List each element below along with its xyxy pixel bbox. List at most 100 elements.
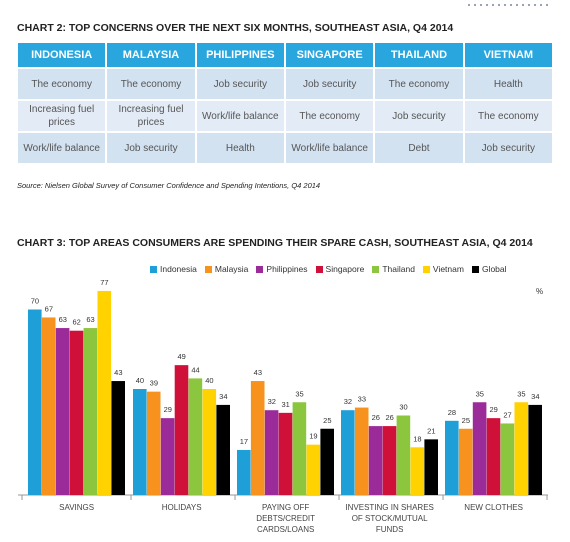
legend-label: Thailand — [382, 264, 415, 274]
bar — [41, 317, 56, 495]
bar — [83, 328, 98, 495]
data-label: 29 — [489, 405, 497, 414]
category-label: PAYING OFF DEBTS/CREDIT CARDS/LOANS — [256, 503, 315, 534]
data-label: 21 — [427, 426, 435, 435]
bar — [486, 418, 501, 495]
data-label: 30 — [399, 403, 407, 412]
data-label: 35 — [476, 389, 484, 398]
data-label: 31 — [281, 400, 289, 409]
legend-item: Indonesia — [150, 264, 197, 274]
data-label: 63 — [59, 315, 67, 324]
data-label: 77 — [100, 278, 108, 287]
header-cell: VIETNAM — [462, 41, 555, 69]
data-label: 40 — [136, 376, 144, 385]
legend-label: Indonesia — [160, 264, 197, 274]
concerns-table: INDONESIA MALAYSIA PHILIPPINES SINGAPORE THA… — [15, 41, 555, 165]
bar — [174, 365, 189, 495]
table-cell: Health — [462, 67, 555, 101]
bar — [278, 412, 293, 495]
table-cell: Job security — [194, 67, 286, 101]
data-label: 40 — [205, 376, 213, 385]
bar — [146, 391, 161, 495]
bar — [424, 439, 438, 495]
legend-swatch — [471, 266, 479, 274]
data-label: 29 — [164, 405, 172, 414]
legend-item: Thailand — [372, 264, 415, 274]
data-label: 34 — [531, 392, 539, 401]
data-label: 49 — [177, 352, 185, 361]
bar — [528, 404, 542, 495]
table-title: CHART 2: TOP CONCERNS OVER THE NEXT SIX … — [17, 22, 454, 34]
table-cell: The economy — [283, 99, 376, 133]
unit-label: % — [536, 287, 544, 296]
table-cell: Health — [194, 131, 286, 165]
category-label: HOLIDAYS — [161, 503, 202, 512]
bar — [292, 402, 307, 495]
bar — [69, 330, 84, 495]
legend-swatch — [256, 266, 264, 274]
table-cell: The economy — [105, 67, 197, 101]
data-label: 26 — [372, 413, 380, 422]
header-row: INDONESIA MALAYSIA PHILIPPINES SINGAPORE THA… — [15, 41, 555, 69]
legend-item: Philippines — [256, 264, 308, 274]
data-label: 25 — [462, 416, 470, 425]
data-label: 25 — [323, 416, 331, 425]
data-label: 18 — [413, 434, 421, 443]
bar — [216, 404, 230, 495]
bar — [306, 444, 321, 495]
table-row: Increasing fuel prices Increasing fuel pr… — [15, 99, 555, 133]
bar — [396, 415, 411, 495]
bar — [320, 428, 334, 495]
table-row: The economy The economy Job security Job se… — [15, 67, 555, 101]
table-cell: Job security — [283, 67, 376, 101]
legend-swatch — [422, 266, 430, 274]
table-cell: The economy — [373, 67, 465, 101]
table-cell: Increasing fuel prices — [15, 99, 108, 133]
legend-item: Global — [471, 264, 507, 274]
table-cell: Increasing fuel prices — [105, 99, 197, 133]
bar — [500, 423, 515, 495]
bar — [472, 402, 487, 495]
data-label: 19 — [309, 432, 317, 441]
data-label: 35 — [517, 389, 525, 398]
legend-label: Singapore — [325, 264, 365, 274]
legend-swatch — [204, 266, 212, 274]
data-label: 28 — [448, 408, 456, 417]
bar — [202, 389, 217, 495]
legend-item: Singapore — [315, 264, 365, 274]
data-label: 34 — [219, 392, 227, 401]
table-row: Work/life balance Job security Health Work/… — [15, 131, 555, 165]
table-cell: The economy — [462, 99, 555, 133]
legend: Indonesia Malaysia Philippines Singapore Tha… — [150, 264, 507, 274]
bar — [341, 410, 355, 495]
bar — [97, 290, 112, 495]
table-cell: Work/life balance — [194, 99, 286, 133]
bar — [237, 449, 251, 495]
source-note: Source: Nielsen Global Survey of Consume… — [17, 181, 321, 190]
data-label: 43 — [114, 368, 122, 377]
data-label: 62 — [72, 318, 80, 327]
bar — [160, 418, 175, 495]
bar — [514, 402, 529, 495]
legend-item: Vietnam — [422, 264, 464, 274]
bar — [458, 428, 473, 495]
category-label: SAVINGS — [59, 503, 95, 512]
header-cell: INDONESIA — [15, 41, 108, 69]
bar — [55, 328, 70, 495]
data-label: 39 — [150, 379, 158, 388]
table-cell: Work/life balance — [15, 131, 108, 165]
data-label: 63 — [86, 315, 94, 324]
header-cell: THAILAND — [373, 41, 465, 69]
legend-swatch — [315, 266, 323, 274]
legend-label: Vietnam — [432, 264, 464, 274]
legend-swatch — [150, 266, 157, 274]
table-cell: Work/life balance — [283, 131, 376, 165]
data-label: 43 — [254, 368, 262, 377]
bar — [133, 389, 147, 495]
data-label: 44 — [191, 365, 199, 374]
table-cell: The economy — [15, 67, 108, 101]
bar — [382, 426, 397, 495]
bar — [445, 420, 459, 495]
bar — [250, 381, 265, 495]
data-label: 32 — [268, 397, 276, 406]
